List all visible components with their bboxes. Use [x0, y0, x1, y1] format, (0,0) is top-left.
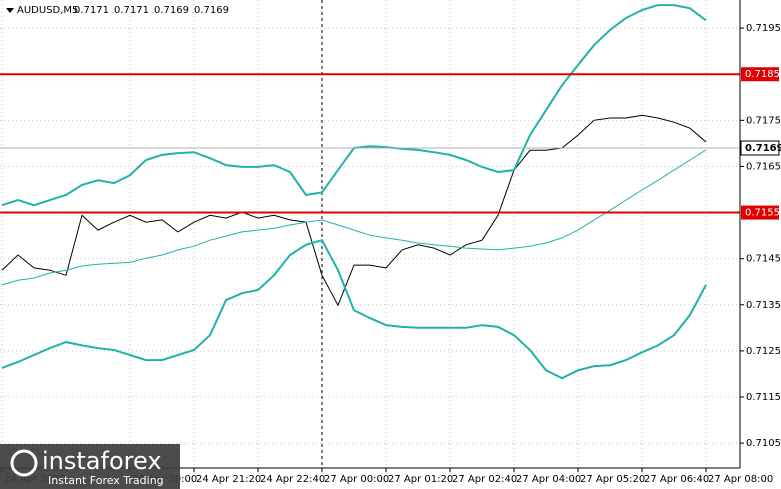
x-tick-label: 27 Apr 00:00	[324, 474, 389, 485]
watermark-tagline: Instant Forex Trading	[48, 474, 164, 487]
ohlc-value: 0.7169	[154, 5, 189, 16]
level-box	[741, 205, 779, 220]
last-price-label: 0.7169	[745, 143, 781, 154]
y-tick-label: 0.7135	[746, 300, 781, 311]
level-label: 0.7155	[745, 208, 780, 219]
x-tick-label: 27 Apr 08:00	[708, 474, 773, 485]
series-line	[1, 239, 707, 380]
y-tick-label: 0.7165	[746, 161, 781, 172]
x-tick-label: 27 Apr 02:40	[452, 474, 517, 485]
series-line	[1, 149, 707, 286]
ohlc-value: 0.7169	[194, 5, 229, 16]
ohlc-header: 0.7171 0.7171 0.7169 0.7169	[74, 5, 229, 16]
ohlc-value: 0.7171	[74, 5, 109, 16]
level-label: 0.7185	[745, 69, 780, 80]
watermark-logo	[10, 449, 38, 477]
x-tick-label: 27 Apr 06:40	[644, 474, 709, 485]
x-tick-label: 24 Apr 21:20	[196, 474, 261, 485]
last-price-box	[740, 140, 780, 156]
y-tick-label: 0.7115	[746, 392, 781, 403]
x-tick-label: 27 Apr 01:20	[388, 474, 453, 485]
series-line	[1, 114, 707, 307]
y-tick-label: 0.7195	[746, 23, 781, 34]
chart-icon	[6, 8, 14, 13]
x-tick-label: 24 Apr 22:40	[260, 474, 325, 485]
y-tick-label: 0.7145	[746, 254, 781, 265]
y-tick-label: 0.7105	[746, 438, 781, 449]
x-tick-label: 27 Apr 05:20	[580, 474, 645, 485]
y-tick-label: 0.7175	[746, 115, 781, 126]
level-box	[741, 67, 779, 82]
watermark-name: instaforex	[42, 447, 162, 475]
x-tick-label: 27 Apr 04:00	[516, 474, 581, 485]
chart-title: AUDUSD,M5	[17, 5, 78, 16]
ohlc-value: 0.7171	[114, 5, 149, 16]
y-tick-label: 0.7125	[746, 346, 781, 357]
